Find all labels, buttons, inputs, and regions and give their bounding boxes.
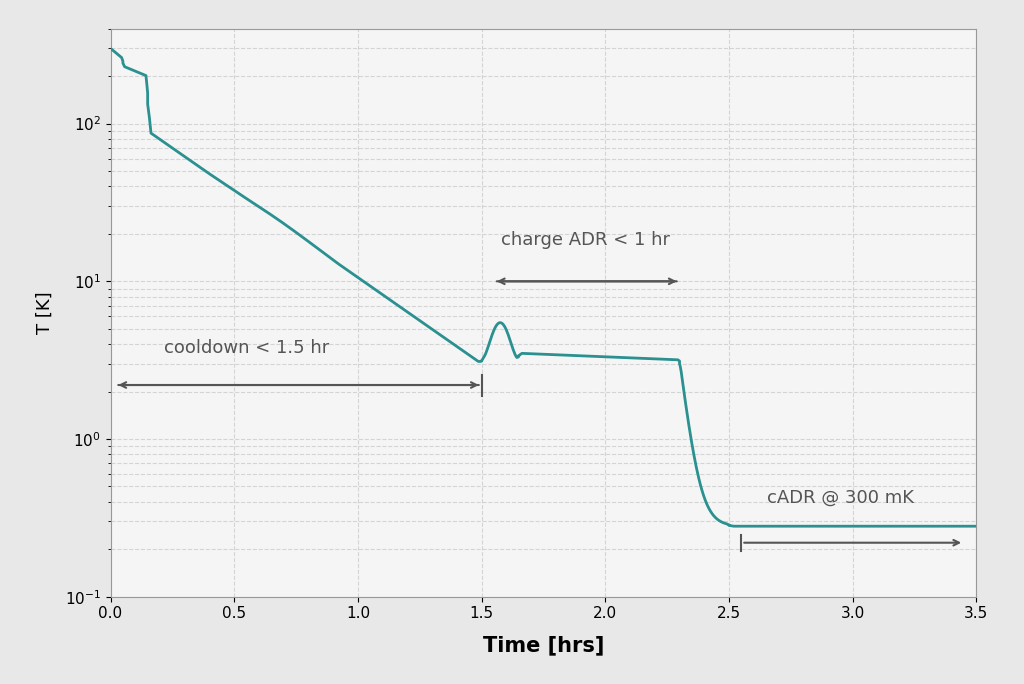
Text: cooldown < 1.5 hr: cooldown < 1.5 hr	[164, 339, 330, 357]
X-axis label: Time [hrs]: Time [hrs]	[482, 635, 604, 655]
Y-axis label: T [K]: T [K]	[36, 291, 53, 334]
Text: cADR @ 300 mK: cADR @ 300 mK	[767, 488, 913, 506]
Text: charge ADR < 1 hr: charge ADR < 1 hr	[501, 231, 670, 249]
